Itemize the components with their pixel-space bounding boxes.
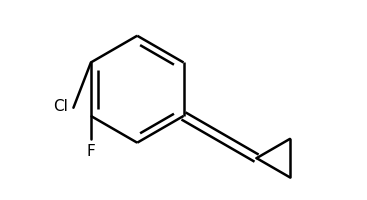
Text: F: F <box>87 143 95 158</box>
Text: Cl: Cl <box>54 99 68 114</box>
